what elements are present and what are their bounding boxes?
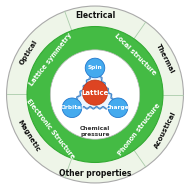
Circle shape — [62, 98, 82, 118]
Circle shape — [27, 26, 163, 163]
Circle shape — [50, 50, 140, 139]
Text: Local structure: Local structure — [113, 33, 157, 77]
Text: Electronic Structure: Electronic Structure — [25, 98, 76, 160]
Text: Thermal: Thermal — [155, 43, 175, 75]
Text: Acoustical: Acoustical — [153, 111, 177, 150]
Text: Lattice symmetry: Lattice symmetry — [28, 32, 73, 87]
Text: Lattice: Lattice — [81, 90, 109, 96]
Text: Orbital: Orbital — [60, 105, 84, 110]
Circle shape — [6, 6, 184, 183]
Text: Electrical: Electrical — [75, 11, 115, 20]
Text: Charge: Charge — [106, 105, 130, 110]
Circle shape — [82, 80, 108, 105]
Circle shape — [108, 98, 128, 118]
Text: Magnetic: Magnetic — [16, 119, 40, 153]
Text: Other properties: Other properties — [59, 169, 131, 178]
Text: Phonon structure: Phonon structure — [117, 102, 162, 156]
Text: Spin: Spin — [88, 65, 102, 70]
Polygon shape — [72, 68, 118, 108]
Circle shape — [85, 58, 105, 78]
Text: Chemical
pressure: Chemical pressure — [80, 126, 110, 137]
Text: Optical: Optical — [18, 39, 38, 66]
